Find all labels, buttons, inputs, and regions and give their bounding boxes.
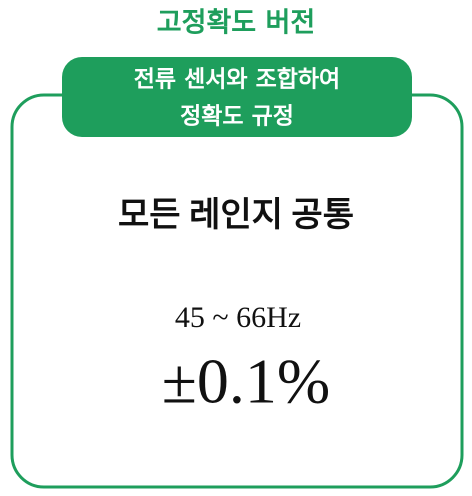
heading: 모든 레인지 공통: [118, 196, 354, 234]
card-frame: [10, 93, 464, 489]
title: 고정확도 버전: [157, 8, 315, 39]
frequency: 45 ~ 66Hz: [175, 301, 301, 334]
badge-line: 전류 센서와 조합하여: [134, 67, 340, 93]
badge-line: 정확도 규정: [180, 104, 294, 130]
badge: [62, 57, 412, 137]
accuracy: ±0.1%: [162, 346, 330, 417]
